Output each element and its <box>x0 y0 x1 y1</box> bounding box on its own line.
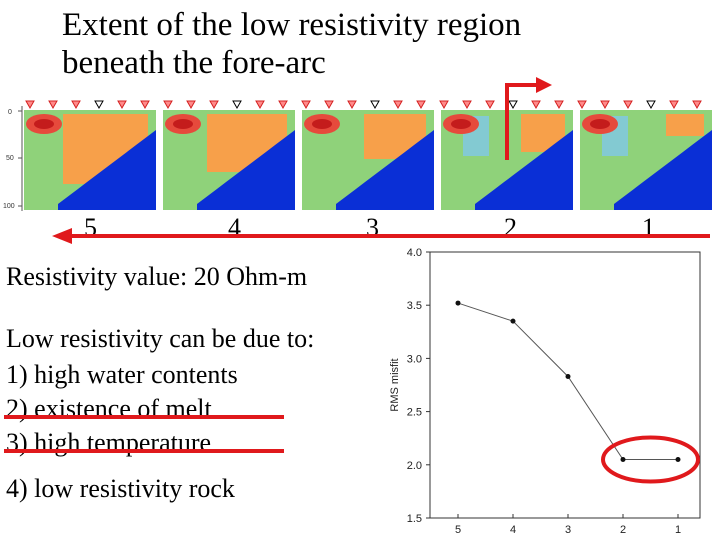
series-points <box>455 300 681 462</box>
resistive-slab <box>197 130 295 210</box>
station-marker <box>485 100 495 110</box>
station-marker <box>577 100 587 110</box>
station-marker <box>669 100 679 110</box>
resistivity-model-panels: 0 50 100 <box>3 100 712 211</box>
station-markers <box>25 100 702 110</box>
y-tick-label: 4.0 <box>407 247 422 259</box>
data-point <box>620 456 626 462</box>
station-marker <box>600 100 610 110</box>
station-marker <box>25 100 35 110</box>
station-marker <box>48 100 58 110</box>
station-marker <box>370 100 380 110</box>
cause-item-4: 4) low resistivity rock <box>6 474 235 503</box>
y-tick-label: 3.0 <box>407 353 422 365</box>
model-panel <box>302 110 434 210</box>
y-ticks: 1.5 2.0 2.5 3.0 3.5 4.0 <box>407 247 430 525</box>
station-marker <box>508 100 518 110</box>
slide-title: Extent of the low resistivity region ben… <box>62 6 521 82</box>
station-marker <box>692 100 702 110</box>
station-marker <box>163 100 173 110</box>
low-resistivity-core <box>451 119 471 129</box>
plot-frame <box>429 251 701 519</box>
station-marker <box>255 100 265 110</box>
rms-misfit-chart: RMS misfit 1.5 2.0 2.5 3.0 3.5 4.0 5 4 3 2 1 <box>389 247 701 536</box>
station-marker <box>623 100 633 110</box>
station-marker <box>209 100 219 110</box>
low-resistivity-core <box>590 119 610 129</box>
station-marker <box>278 100 288 110</box>
data-point <box>455 300 461 306</box>
title-line-2: beneath the fore-arc <box>62 45 326 81</box>
depth-axis: 0 50 100 <box>3 106 23 211</box>
model-panel <box>163 110 295 210</box>
station-marker <box>554 100 564 110</box>
data-point <box>675 456 681 462</box>
depth-tick-100: 100 <box>3 203 15 210</box>
y-tick-label: 1.5 <box>407 513 422 525</box>
resistive-slab <box>475 130 573 210</box>
station-marker <box>71 100 81 110</box>
depth-tick-0: 0 <box>8 109 12 116</box>
x-tick-label: 2 <box>620 524 626 536</box>
resistive-slab <box>614 130 712 210</box>
causes-heading: Low resistivity can be due to: <box>6 324 315 353</box>
data-point <box>565 373 571 379</box>
station-marker <box>301 100 311 110</box>
x-ticks: 5 4 3 2 1 <box>455 514 681 536</box>
station-marker <box>232 100 242 110</box>
station-marker <box>186 100 196 110</box>
low-resistivity-core <box>173 119 193 129</box>
cause-item-1: 1) high water contents <box>6 360 238 389</box>
y-tick-label: 2.5 <box>407 407 422 419</box>
highlight-circle <box>601 435 700 484</box>
title-line-1: Extent of the low resistivity region <box>62 7 522 43</box>
x-tick-label: 3 <box>565 524 571 536</box>
left-arrow-across-panels <box>52 228 710 244</box>
x-tick-label: 1 <box>675 524 681 536</box>
station-marker <box>140 100 150 110</box>
depth-tick-50: 50 <box>6 155 14 162</box>
low-resistivity-core <box>34 119 54 129</box>
data-point <box>510 318 516 324</box>
station-marker <box>531 100 541 110</box>
model-panel <box>580 110 712 210</box>
up-right-arrow <box>505 77 552 160</box>
y-tick-label: 2.0 <box>407 460 422 472</box>
x-tick-label: 5 <box>455 524 461 536</box>
station-marker <box>324 100 334 110</box>
model-panel-group <box>24 110 712 210</box>
resistive-slab <box>58 130 156 210</box>
y-tick-label: 3.5 <box>407 300 422 312</box>
low-resistivity-core <box>312 119 332 129</box>
station-marker <box>94 100 104 110</box>
y-axis-label: RMS misfit <box>389 358 401 411</box>
station-marker <box>462 100 472 110</box>
orange-region <box>666 114 704 136</box>
station-marker <box>393 100 403 110</box>
resistivity-value-text: Resistivity value: 20 Ohm-m <box>6 262 308 291</box>
station-marker <box>347 100 357 110</box>
station-marker <box>646 100 656 110</box>
station-marker <box>439 100 449 110</box>
resistive-slab <box>336 130 434 210</box>
x-tick-label: 4 <box>510 524 516 536</box>
model-panel <box>24 110 156 210</box>
station-marker <box>416 100 426 110</box>
station-marker <box>117 100 127 110</box>
